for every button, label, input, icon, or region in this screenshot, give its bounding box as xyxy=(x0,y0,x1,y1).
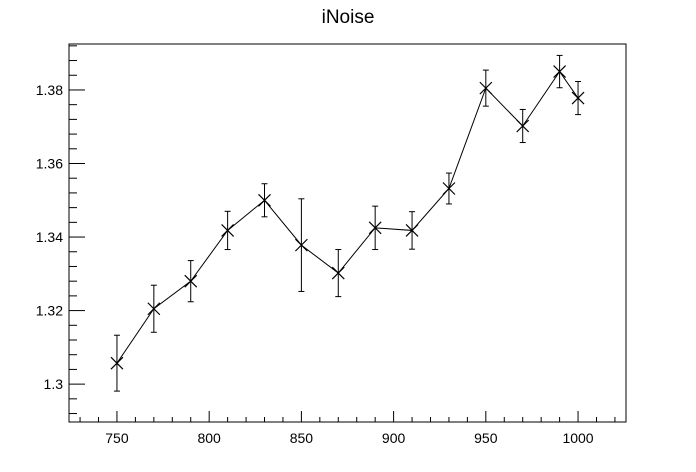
marker-x-stroke xyxy=(479,81,493,95)
x-tick-label: 750 xyxy=(105,430,129,446)
marker-x-stroke xyxy=(571,91,585,105)
x-tick-label: 900 xyxy=(382,430,406,446)
data-point xyxy=(405,211,419,250)
data-point xyxy=(294,198,308,292)
chart-title: iNoise xyxy=(322,7,375,28)
data-point xyxy=(331,249,345,298)
data-point xyxy=(147,284,161,333)
y-tick-label: 1.38 xyxy=(36,82,63,98)
x-tick-label: 800 xyxy=(197,430,221,446)
data-point xyxy=(221,210,235,251)
data-point xyxy=(553,54,567,89)
plot-frame xyxy=(68,43,627,423)
x-tick-label: 850 xyxy=(290,430,314,446)
x-tick-label: 950 xyxy=(474,430,498,446)
marker-x-stroke xyxy=(368,221,382,235)
y-tick-label: 1.3 xyxy=(44,376,64,392)
data-point xyxy=(571,81,585,116)
y-tick-label: 1.32 xyxy=(36,303,63,319)
data-point xyxy=(442,172,456,205)
y-tick-label: 1.36 xyxy=(36,156,63,172)
marker-x-stroke xyxy=(516,119,530,133)
y-tick-label: 1.34 xyxy=(36,229,63,245)
data-point xyxy=(110,334,124,392)
x-tick-label: 1000 xyxy=(562,430,593,446)
marker-x-stroke xyxy=(442,182,456,195)
marker-x-stroke xyxy=(184,274,198,288)
data-point xyxy=(368,205,382,251)
marker-x-stroke xyxy=(405,224,419,237)
series-line xyxy=(116,70,579,364)
series-layer xyxy=(110,54,585,392)
marker-x-stroke xyxy=(553,65,567,79)
marker-x-stroke xyxy=(110,356,124,370)
data-point xyxy=(516,108,530,144)
marker-x-stroke xyxy=(221,224,235,237)
data-point xyxy=(184,260,198,303)
axes-layer: 750 800 850 900 950 1000 1.3 1.32 1.34 1.36 1.38 xyxy=(36,45,616,446)
marker-x-stroke xyxy=(147,302,161,316)
data-point xyxy=(258,183,271,218)
data-point xyxy=(479,69,493,107)
marker-x-stroke xyxy=(331,266,345,280)
marker-x-stroke xyxy=(294,238,308,252)
marker-x-stroke xyxy=(258,193,271,207)
